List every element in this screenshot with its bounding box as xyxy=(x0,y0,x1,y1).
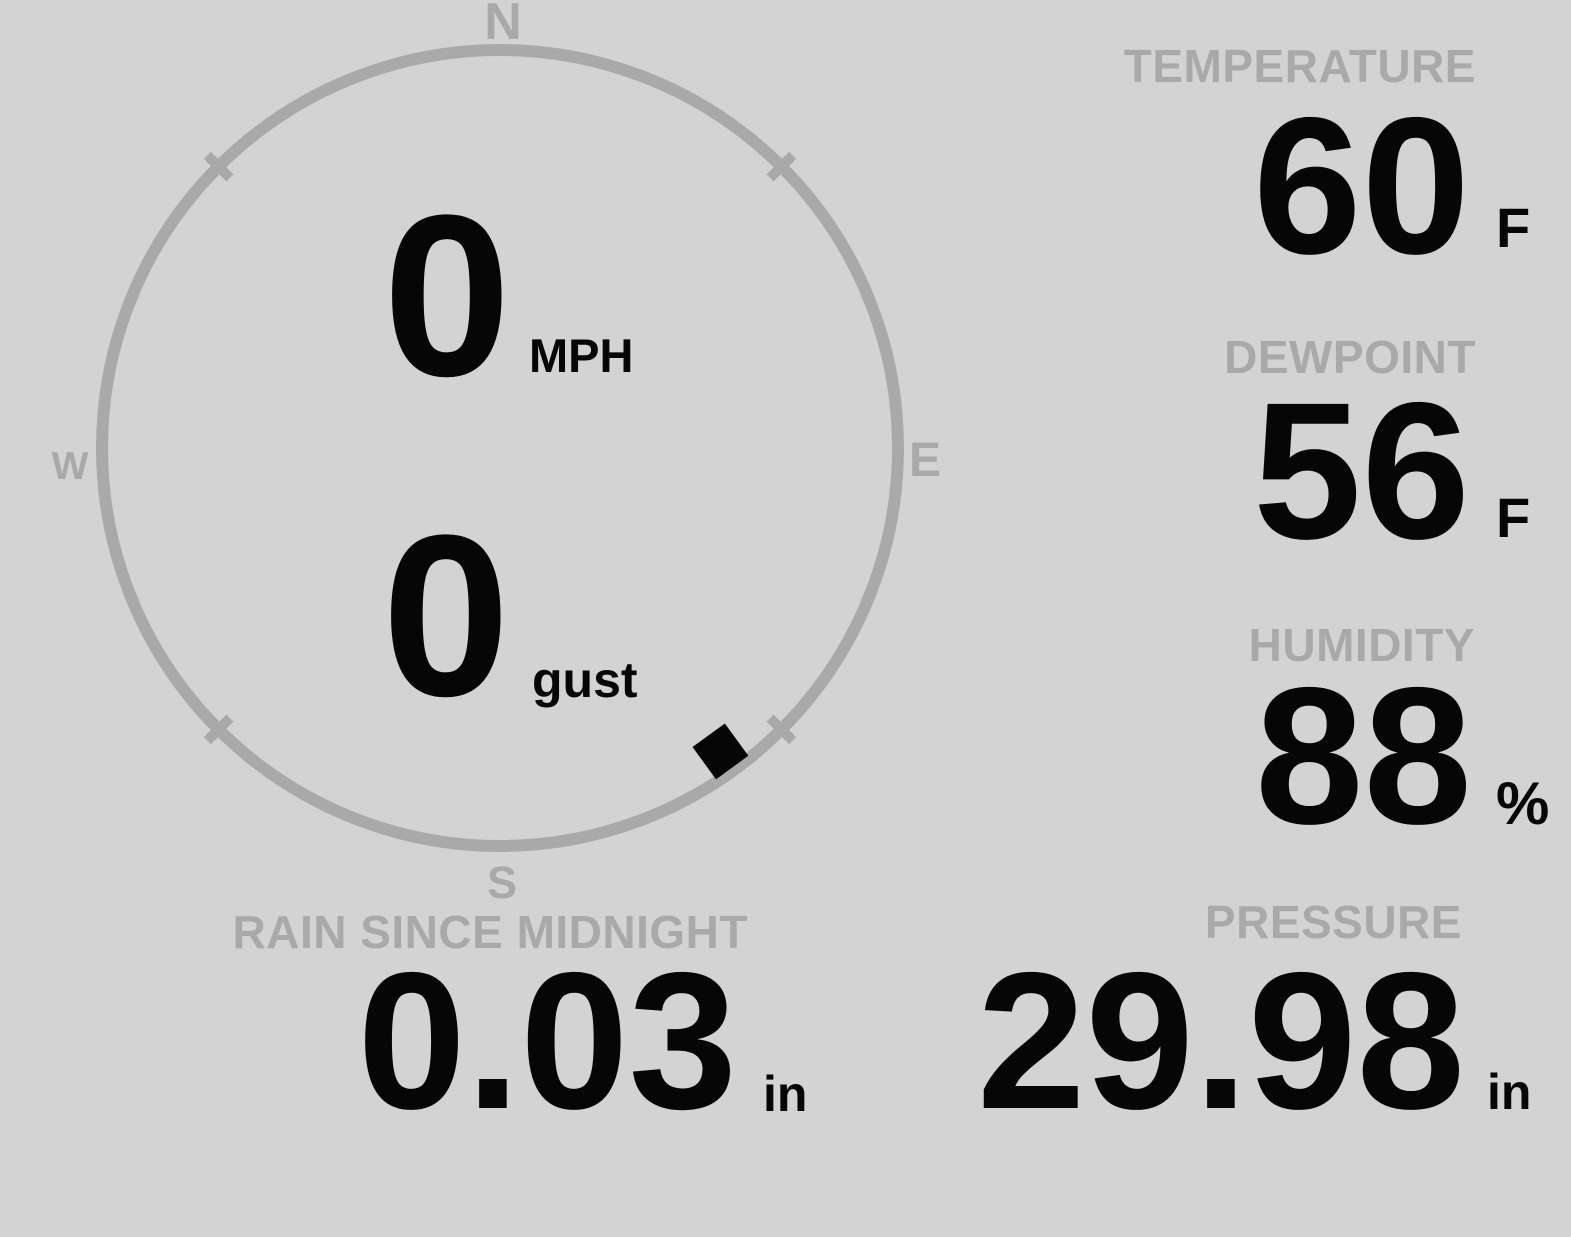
compass-tick-ne xyxy=(766,151,797,182)
compass-label-east: E xyxy=(908,434,942,487)
dewpoint-label: DEWPOINT xyxy=(1224,331,1476,383)
temperature-value: 60 xyxy=(1253,77,1470,295)
wind-speed-value: 0 xyxy=(383,167,511,424)
dewpoint-value: 56 xyxy=(1253,362,1470,580)
compass-label-south: S xyxy=(486,857,518,908)
compass-label-west: W xyxy=(51,445,89,488)
compass-ticks xyxy=(203,151,797,745)
humidity-label: HUMIDITY xyxy=(1248,619,1475,671)
rain-unit: in xyxy=(763,1066,808,1122)
wind-direction-marker xyxy=(692,723,749,780)
wind-compass-gauge xyxy=(96,44,904,852)
rain-label: RAIN SINCE MIDNIGHT xyxy=(232,906,748,958)
compass-ring xyxy=(96,44,904,852)
wind-gust-unit: gust xyxy=(532,652,638,708)
temperature-unit: F xyxy=(1496,196,1531,259)
humidity-unit: % xyxy=(1496,770,1550,837)
humidity-value: 88 xyxy=(1255,647,1472,865)
compass-label-north: N xyxy=(484,0,522,51)
compass-tick-se xyxy=(766,714,797,745)
rain-value: 0.03 xyxy=(357,932,737,1150)
pressure-value: 29.98 xyxy=(977,932,1465,1150)
pressure-label: PRESSURE xyxy=(1204,896,1462,948)
wind-gust-value: 0 xyxy=(382,487,510,744)
compass-tick-nw xyxy=(203,151,234,182)
temperature-label: TEMPERATURE xyxy=(1123,40,1476,92)
pressure-unit: in xyxy=(1487,1064,1532,1120)
dewpoint-unit: F xyxy=(1496,486,1531,549)
compass-tick-sw xyxy=(203,714,234,745)
wind-speed-unit: MPH xyxy=(529,329,634,382)
